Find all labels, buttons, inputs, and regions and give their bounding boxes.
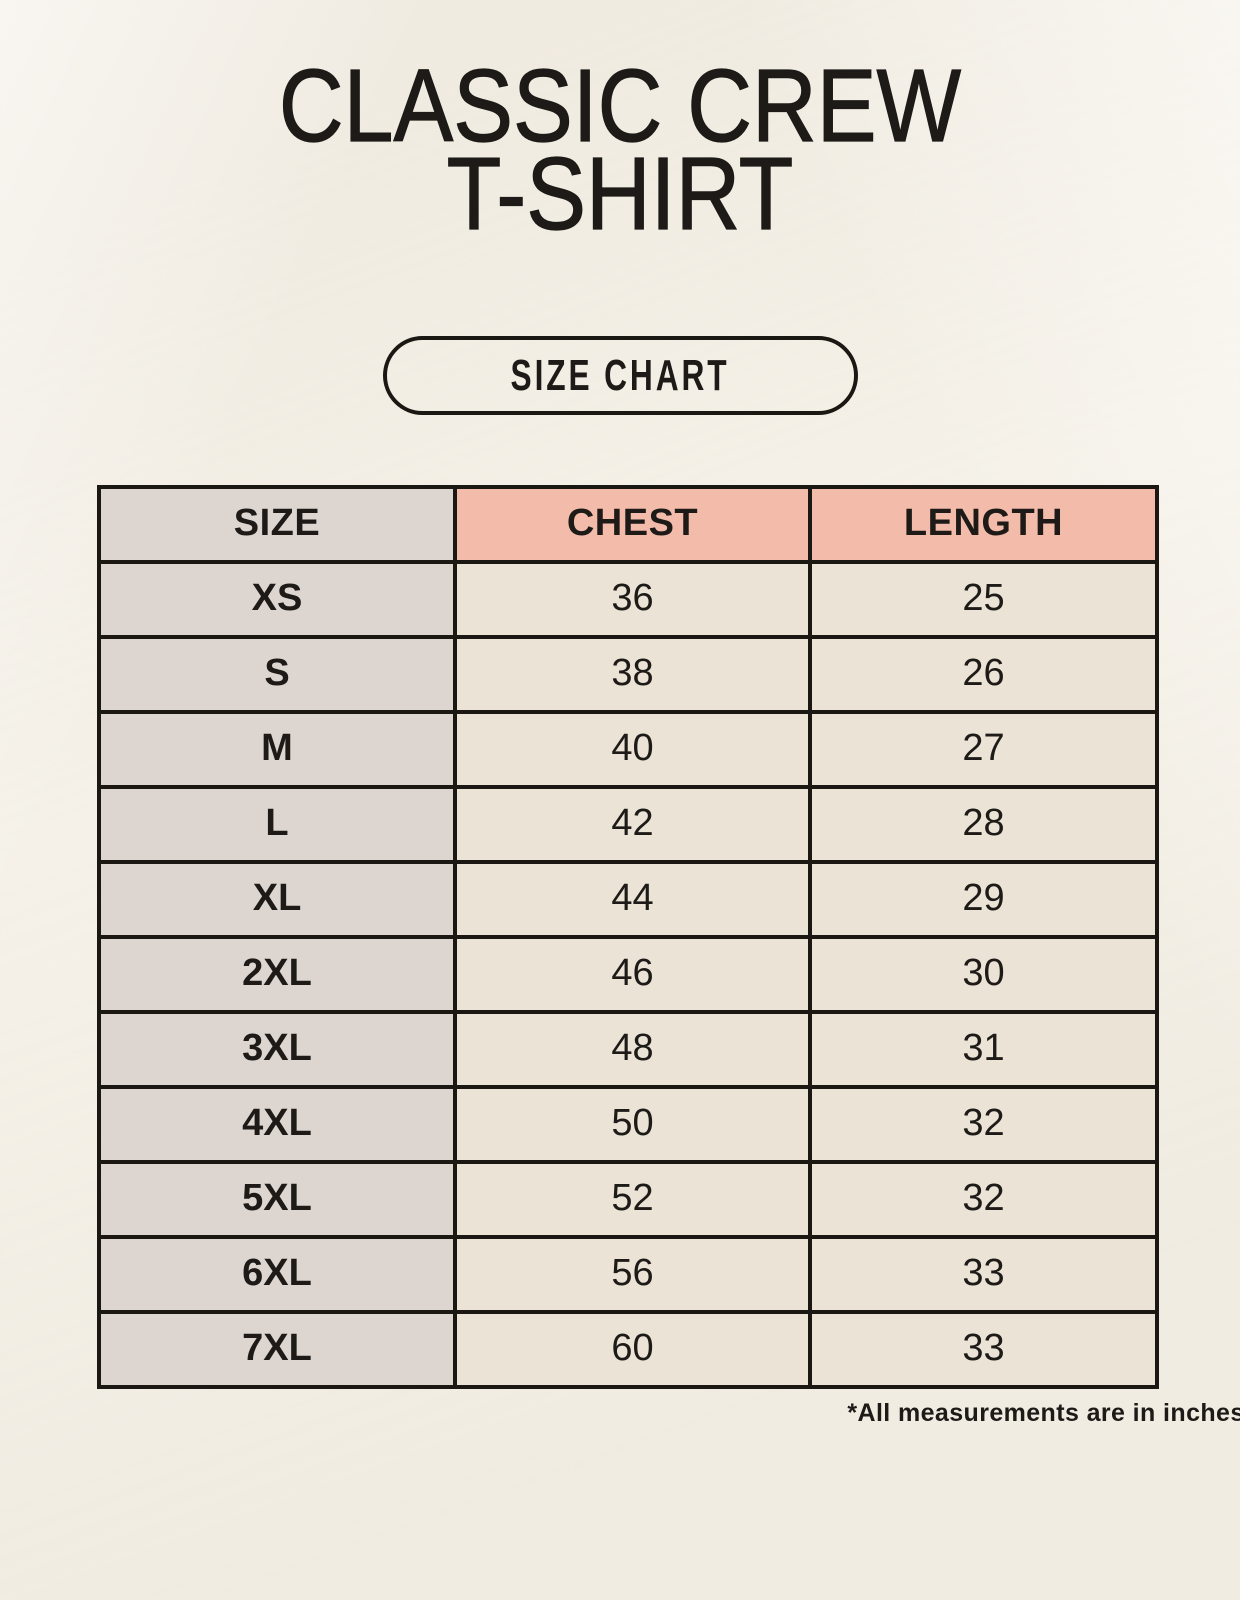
length-value-cell: 30 [808,935,1159,1014]
size-label-cell: 7XL [97,1310,457,1389]
title-line-1: CLASSIC CREW [278,48,962,163]
chest-value-cell: 52 [453,1160,812,1239]
size-label-cell: XL [97,860,457,939]
length-value-cell: 32 [808,1085,1159,1164]
size-label-cell: S [97,635,457,714]
length-value-cell: 25 [808,560,1159,639]
measurements-footnote: *All measurements are in inches. [847,1399,1240,1427]
column-header-length: LENGTH [808,485,1159,564]
size-chart-section: SIZE CHEST LENGTH XS 36 25 S 38 26 M [97,485,1240,1428]
length-value-cell: 32 [808,1160,1159,1239]
chest-value-cell: 44 [453,860,812,939]
size-label-cell: 3XL [97,1010,457,1089]
table-header-row: SIZE CHEST LENGTH [97,485,1159,564]
length-value-cell: 29 [808,860,1159,939]
header: CLASSIC CREW T-SHIRT SIZE CHART [0,0,1240,415]
column-header-size: SIZE [97,485,457,564]
length-value-cell: 33 [808,1310,1159,1389]
size-chart-page: CLASSIC CREW T-SHIRT SIZE CHART SIZE CHE… [0,0,1240,1428]
table-row: M 40 27 [97,710,1159,789]
size-label-cell: 5XL [97,1160,457,1239]
table-row: 2XL 46 30 [97,935,1159,1014]
chest-value-cell: 60 [453,1310,812,1389]
length-value-cell: 33 [808,1235,1159,1314]
size-label-cell: 6XL [97,1235,457,1314]
table-row: L 42 28 [97,785,1159,864]
size-label-cell: M [97,710,457,789]
length-value-cell: 27 [808,710,1159,789]
table-row: 5XL 52 32 [97,1160,1159,1239]
chest-value-cell: 36 [453,560,812,639]
chest-value-cell: 42 [453,785,812,864]
chest-value-cell: 46 [453,935,812,1014]
chest-value-cell: 48 [453,1010,812,1089]
chest-value-cell: 50 [453,1085,812,1164]
chest-value-cell: 56 [453,1235,812,1314]
chest-value-cell: 38 [453,635,812,714]
size-label-cell: 4XL [97,1085,457,1164]
size-label-cell: 2XL [97,935,457,1014]
table-row: XL 44 29 [97,860,1159,939]
table-row: S 38 26 [97,635,1159,714]
table-row: 6XL 56 33 [97,1235,1159,1314]
column-header-chest: CHEST [453,485,812,564]
table-row: 3XL 48 31 [97,1010,1159,1089]
table-row: XS 36 25 [97,560,1159,639]
size-label-cell: L [97,785,457,864]
chest-value-cell: 40 [453,710,812,789]
size-chart-table: SIZE CHEST LENGTH XS 36 25 S 38 26 M [97,485,1159,1389]
page-title: CLASSIC CREW T-SHIRT [81,48,1160,251]
size-chart-badge-label: SIZE CHART [510,350,730,400]
size-label-cell: XS [97,560,457,639]
length-value-cell: 28 [808,785,1159,864]
table-row: 4XL 50 32 [97,1085,1159,1164]
title-line-2: T-SHIRT [446,136,794,251]
table-row: 7XL 60 33 [97,1310,1159,1389]
length-value-cell: 26 [808,635,1159,714]
length-value-cell: 31 [808,1010,1159,1089]
size-chart-badge[interactable]: SIZE CHART [382,336,858,415]
